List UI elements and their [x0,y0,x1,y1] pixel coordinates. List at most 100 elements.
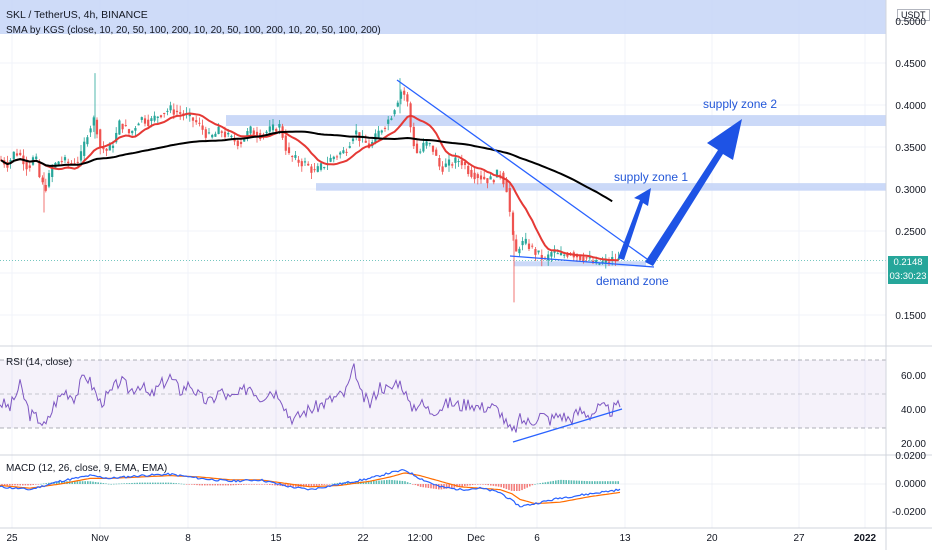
candle-body [393,110,396,115]
macd-histogram-bar [406,482,409,484]
candle-body [179,112,182,114]
macd-histogram-bar [204,484,206,486]
lower-trendline [509,255,655,268]
macd-histogram-bar [422,484,424,488]
macd-histogram-bar [292,484,294,487]
candle-body [339,152,342,155]
macd-histogram-bar [94,481,97,484]
macd-histogram-bar [35,484,37,485]
candle-body [396,102,399,107]
candle-body [284,135,287,151]
macd-histogram-bar [79,481,81,484]
macd-histogram-bar [191,484,193,485]
macd-histogram-bar [180,483,183,485]
supply-zone-1-label[interactable]: supply zone 1 [614,170,689,184]
candle-body [12,151,15,160]
candle-body [505,180,508,193]
macd-histogram-bar [362,481,365,484]
demand-zone-label[interactable]: demand zone [596,274,669,288]
candle-body [499,174,502,176]
rsi-legend[interactable]: RSI (14, close) [6,357,73,368]
macd-histogram-bar [196,484,198,486]
candle-body [323,167,326,169]
macd-histogram-bar [490,484,492,486]
macd-histogram-bar [167,482,170,484]
macd-histogram-bar [118,483,120,485]
time-tick: 6 [534,533,540,544]
candle-body [441,166,444,172]
candle-body [111,145,115,148]
candle-body [207,132,211,134]
macd-histogram-bar [37,484,40,485]
macd-histogram-bar [9,484,11,486]
candle-body [131,130,134,134]
candle-body [19,152,22,155]
macd-histogram-bar [573,480,575,484]
macd-histogram-bar [347,482,349,484]
macd-histogram-bar [614,481,617,484]
macd-histogram-bar [128,483,131,484]
supply-zone-1-band [316,183,886,191]
macd-histogram-bar [497,484,500,487]
candle-body [582,256,585,262]
candle-body [579,255,582,260]
macd-histogram-bar [149,482,151,484]
currency-badge[interactable]: USDT [897,9,930,21]
macd-histogram-bar [193,484,196,485]
arrow-supply-zone-1 [618,188,651,260]
candle-body [313,169,316,171]
candle-body [79,151,83,161]
macd-histogram-bar [505,484,508,490]
macd-histogram-bar [568,480,570,484]
macd-histogram-bar [48,482,50,484]
candle-body [425,141,428,146]
macd-histogram-bar [607,481,609,484]
macd-histogram-bar [256,484,258,485]
candle-body [300,161,303,167]
macd-histogram-bar [276,484,279,486]
candle-body [460,160,463,166]
macd-histogram-bar [334,483,336,484]
candle-body [451,164,454,166]
candle-body [38,161,41,178]
supply-zone-2-label[interactable]: supply zone 2 [703,97,778,111]
candle-body [467,165,470,175]
macd-histogram-bar [250,484,253,485]
macd-histogram-bar [393,480,396,484]
candle-body [419,151,422,153]
macd-histogram-bar [92,481,94,484]
macd-histogram-bar [219,484,222,486]
candle-body [89,128,92,133]
macd-histogram-bar [495,484,497,487]
macd-histogram-bar [599,481,601,484]
macd-histogram-bar [1,484,3,486]
macd-histogram-bar [534,484,536,485]
arrow-supply-zone-2 [645,119,742,266]
candle-body [479,175,483,180]
macd-histogram-bar [500,484,502,488]
current-price-badge: 0.2148 [888,256,928,270]
macd-histogram-bar [588,481,591,484]
macd-histogram-bar [305,484,307,487]
macd-histogram-bar [84,481,86,484]
demand-zone-band [514,261,646,267]
candle-body [83,141,86,156]
macd-histogram-bar [172,482,175,484]
candle-body [63,157,67,161]
indicator-legend[interactable]: SMA by KGS (close, 10, 20, 50, 100, 200,… [6,25,381,36]
macd-legend[interactable]: MACD (12, 26, close, 9, EMA, EMA) [6,463,168,474]
macd-histogram-bar [271,484,274,486]
candle-body [447,159,451,166]
macd-histogram-bar [32,484,34,485]
zones-layer [0,0,886,267]
candle-body [252,130,255,135]
macd-histogram-bar [237,484,240,485]
candle-body [534,249,537,255]
macd-histogram-bar [315,484,318,486]
macd-histogram-bar [578,480,580,484]
price-tick: 0.5000 [895,17,926,28]
macd-histogram-bar [492,484,495,486]
macd-histogram-bar [42,483,45,485]
time-tick: 25 [6,533,18,544]
